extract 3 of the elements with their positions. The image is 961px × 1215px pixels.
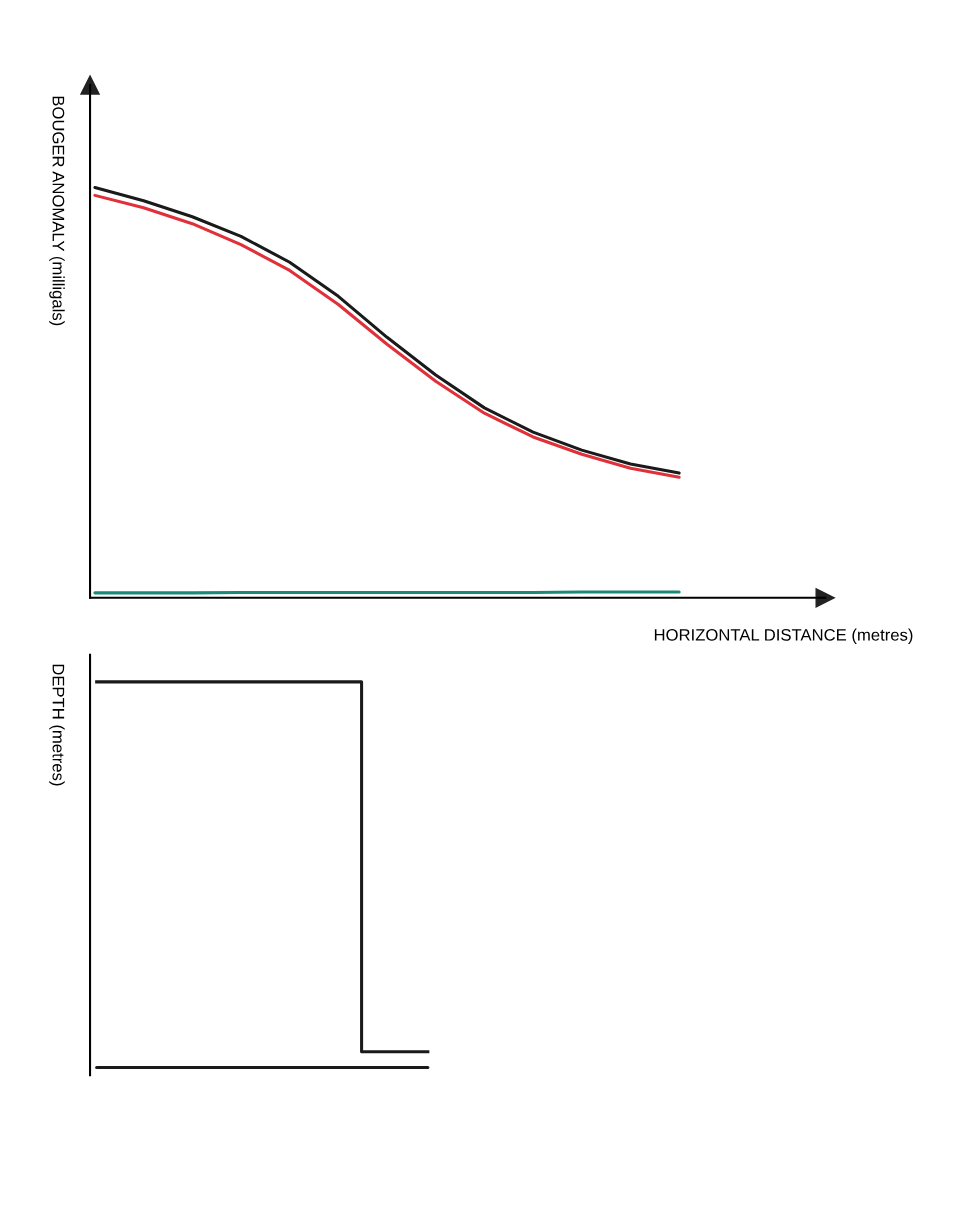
y-axis-title: DEPTH (metres): [49, 664, 65, 786]
x-axis-title: HORIZONTAL DISTANCE (metres): [654, 628, 913, 645]
y-axis-title: BOUGER ANOMALY (milligals): [49, 96, 65, 326]
